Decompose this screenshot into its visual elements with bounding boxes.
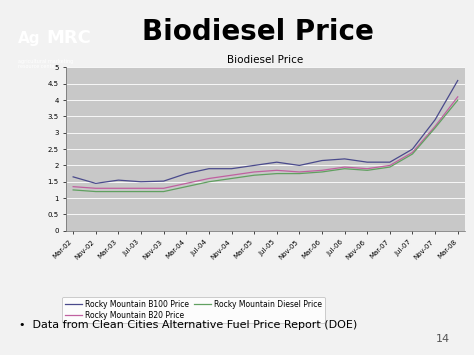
- Rocky Mountain B100 Price: [251, 163, 257, 168]
- Rocky Mountain B20 Price: [70, 185, 76, 189]
- Rocky Mountain B100 Price: [342, 157, 347, 161]
- Rocky Mountain B20 Price: [297, 170, 302, 174]
- Rocky Mountain Diesel Price: [138, 190, 144, 194]
- Rocky Mountain B20 Price: [206, 176, 212, 181]
- Rocky Mountain Diesel Price: [116, 190, 121, 194]
- Rocky Mountain B20 Price: [93, 186, 99, 190]
- Rocky Mountain B100 Price: [274, 160, 280, 164]
- Rocky Mountain B100 Price: [70, 175, 76, 179]
- Rocky Mountain B20 Price: [342, 165, 347, 169]
- Rocky Mountain Diesel Price: [297, 171, 302, 176]
- Text: 14: 14: [436, 334, 450, 344]
- Rocky Mountain Diesel Price: [70, 188, 76, 192]
- Rocky Mountain B20 Price: [274, 168, 280, 173]
- Rocky Mountain B20 Price: [365, 166, 370, 171]
- Rocky Mountain Diesel Price: [365, 168, 370, 173]
- Rocky Mountain B100 Price: [183, 171, 189, 176]
- Rocky Mountain B20 Price: [161, 186, 166, 190]
- Rocky Mountain Diesel Price: [319, 170, 325, 174]
- Rocky Mountain Diesel Price: [274, 171, 280, 176]
- Rocky Mountain B20 Price: [138, 186, 144, 190]
- Rocky Mountain B20 Price: [410, 150, 415, 154]
- Line: Rocky Mountain B20 Price: Rocky Mountain B20 Price: [73, 97, 458, 188]
- Rocky Mountain Diesel Price: [206, 180, 212, 184]
- Title: Biodiesel Price: Biodiesel Price: [228, 55, 303, 65]
- Rocky Mountain B100 Price: [410, 147, 415, 151]
- Rocky Mountain Diesel Price: [342, 166, 347, 171]
- Rocky Mountain Diesel Price: [251, 173, 257, 178]
- Rocky Mountain B20 Price: [251, 170, 257, 174]
- Line: Rocky Mountain Diesel Price: Rocky Mountain Diesel Price: [73, 100, 458, 192]
- Rocky Mountain B100 Price: [138, 180, 144, 184]
- Rocky Mountain B20 Price: [319, 168, 325, 173]
- Rocky Mountain B20 Price: [116, 186, 121, 190]
- Rocky Mountain B20 Price: [228, 173, 234, 178]
- Rocky Mountain Diesel Price: [455, 98, 461, 102]
- Rocky Mountain B100 Price: [161, 179, 166, 183]
- Legend: Rocky Mountain B100 Price, Rocky Mountain B20 Price, Rocky Mountain Diesel Price: Rocky Mountain B100 Price, Rocky Mountai…: [62, 297, 325, 323]
- Rocky Mountain B100 Price: [297, 163, 302, 168]
- Rocky Mountain B100 Price: [206, 166, 212, 171]
- Text: agricultural marketing
resource center: agricultural marketing resource center: [18, 59, 73, 70]
- Rocky Mountain B100 Price: [116, 178, 121, 182]
- Rocky Mountain Diesel Price: [387, 165, 392, 169]
- Rocky Mountain B100 Price: [228, 166, 234, 171]
- Rocky Mountain B20 Price: [387, 163, 392, 168]
- Rocky Mountain B20 Price: [432, 124, 438, 129]
- Text: •  Data from Clean Cities Alternative Fuel Price Report (DOE): • Data from Clean Cities Alternative Fue…: [19, 320, 357, 329]
- Rocky Mountain Diesel Price: [183, 185, 189, 189]
- Rocky Mountain B100 Price: [319, 158, 325, 163]
- Line: Rocky Mountain B100 Price: Rocky Mountain B100 Price: [73, 81, 458, 184]
- Rocky Mountain B20 Price: [455, 95, 461, 99]
- Rocky Mountain B100 Price: [365, 160, 370, 164]
- Rocky Mountain B100 Price: [455, 78, 461, 83]
- Rocky Mountain Diesel Price: [432, 126, 438, 130]
- Rocky Mountain B100 Price: [432, 118, 438, 122]
- Text: Biodiesel Price: Biodiesel Price: [142, 18, 374, 46]
- Rocky Mountain Diesel Price: [228, 176, 234, 181]
- Rocky Mountain B100 Price: [387, 160, 392, 164]
- Rocky Mountain B20 Price: [183, 181, 189, 186]
- Rocky Mountain B100 Price: [93, 181, 99, 186]
- Text: Ag: Ag: [18, 31, 40, 46]
- Text: MRC: MRC: [46, 29, 91, 48]
- Rocky Mountain Diesel Price: [410, 152, 415, 156]
- Rocky Mountain Diesel Price: [93, 190, 99, 194]
- Rocky Mountain Diesel Price: [161, 190, 166, 194]
